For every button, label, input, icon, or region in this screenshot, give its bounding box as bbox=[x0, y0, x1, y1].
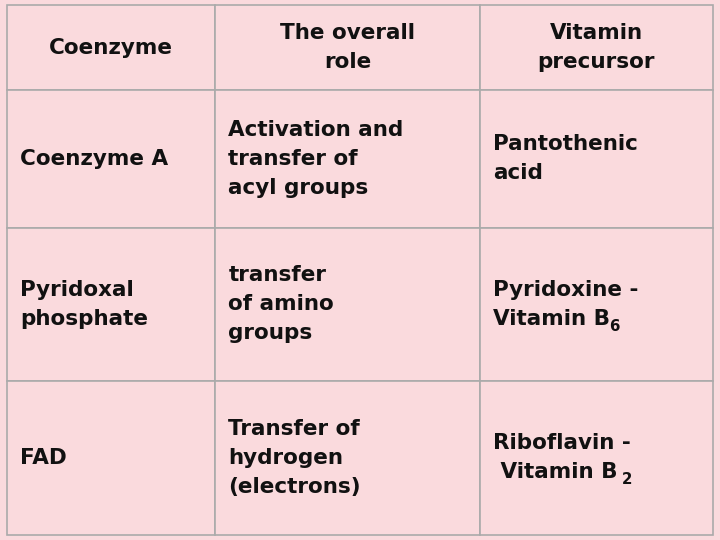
Bar bbox=[480, 90, 713, 228]
Text: Riboflavin -: Riboflavin - bbox=[493, 433, 631, 454]
Text: Coenzyme A: Coenzyme A bbox=[20, 149, 168, 169]
Text: Pyridoxal: Pyridoxal bbox=[20, 280, 134, 300]
Bar bbox=[480, 228, 713, 381]
Text: Pantothenic: Pantothenic bbox=[493, 134, 638, 154]
Bar bbox=[7, 228, 215, 381]
Text: acyl groups: acyl groups bbox=[228, 178, 369, 198]
Bar bbox=[215, 90, 480, 228]
Bar bbox=[7, 381, 215, 535]
Text: groups: groups bbox=[228, 323, 312, 343]
Text: 6: 6 bbox=[609, 319, 619, 334]
Text: 2: 2 bbox=[622, 472, 632, 488]
Text: role: role bbox=[324, 52, 372, 72]
Text: Coenzyme: Coenzyme bbox=[49, 38, 174, 58]
Text: of amino: of amino bbox=[228, 294, 334, 314]
Text: Vitamin B: Vitamin B bbox=[493, 462, 618, 482]
Text: precursor: precursor bbox=[538, 52, 655, 72]
Bar bbox=[480, 381, 713, 535]
Text: phosphate: phosphate bbox=[20, 309, 148, 329]
Text: transfer of: transfer of bbox=[228, 149, 358, 169]
Text: Activation and: Activation and bbox=[228, 120, 404, 140]
Text: Pyridoxine -: Pyridoxine - bbox=[493, 280, 639, 300]
Bar bbox=[215, 5, 480, 90]
Bar bbox=[215, 381, 480, 535]
Bar bbox=[215, 228, 480, 381]
Text: hydrogen: hydrogen bbox=[228, 448, 343, 468]
Bar bbox=[7, 5, 215, 90]
Text: Transfer of: Transfer of bbox=[228, 419, 360, 439]
Text: FAD: FAD bbox=[20, 448, 67, 468]
Text: Vitamin B: Vitamin B bbox=[493, 309, 610, 329]
Text: transfer: transfer bbox=[228, 265, 326, 285]
Text: acid: acid bbox=[493, 164, 543, 184]
Text: Vitamin: Vitamin bbox=[550, 23, 643, 43]
Text: The overall: The overall bbox=[280, 23, 415, 43]
Text: (electrons): (electrons) bbox=[228, 477, 361, 497]
Bar bbox=[480, 5, 713, 90]
Bar bbox=[7, 90, 215, 228]
